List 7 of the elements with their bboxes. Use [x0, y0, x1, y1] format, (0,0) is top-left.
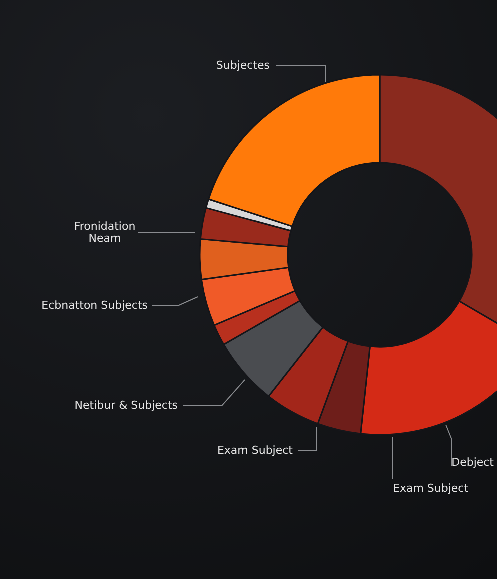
slice-label: Subjectes [216, 58, 270, 72]
slice-label: Ecbnatton Subjects [42, 298, 148, 312]
slice-label: Exam Subject [217, 444, 294, 457]
slice-label: Fronidation Neam [74, 220, 136, 245]
text: Debject [452, 456, 495, 469]
slice-label: Exam Subject [393, 482, 470, 495]
slice-label: Netibur & Subjects [74, 398, 178, 412]
